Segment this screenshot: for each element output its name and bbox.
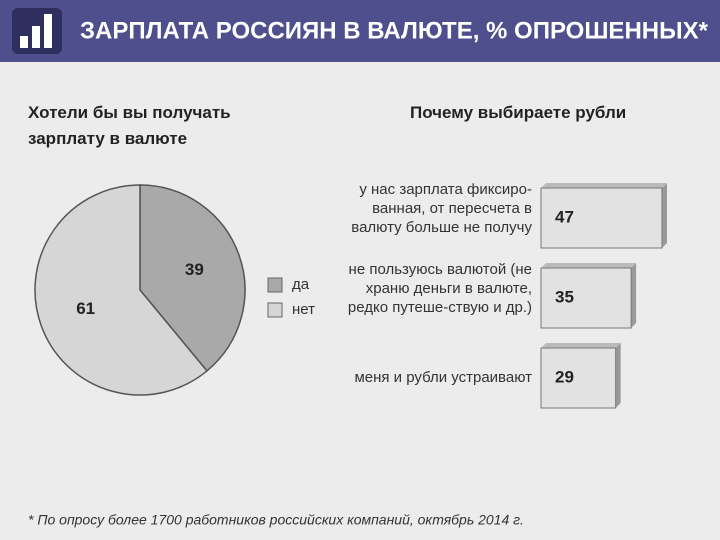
- pie-title: Хотели бы вы получать зарплату в валюте: [28, 103, 231, 148]
- bar-top: [541, 343, 621, 348]
- bar-top: [541, 183, 667, 188]
- pie-slice: [139, 184, 246, 372]
- bar-title: Почему выбираете рубли: [410, 103, 627, 122]
- bar-value-label: 35: [555, 287, 574, 306]
- bar-top: [541, 263, 637, 268]
- pie-slice: [34, 184, 208, 396]
- legend-swatch: [267, 302, 283, 318]
- legend-label: да: [292, 276, 310, 293]
- bar-side: [631, 263, 637, 328]
- bar: [540, 187, 663, 249]
- bar-value-label: 29: [555, 367, 574, 386]
- legend-swatch: [267, 277, 283, 293]
- footnote: * По опросу более 1700 работников россий…: [28, 512, 524, 528]
- bar-category-label: не пользуюсь валютой (не храню деньги в …: [347, 261, 532, 316]
- bar-category-label: у нас зарплата фиксиро-ванная, от пересч…: [351, 181, 532, 236]
- bar-side: [615, 343, 621, 408]
- bar: [540, 347, 617, 409]
- pie-value-label: 39: [185, 260, 204, 279]
- bar-side: [662, 183, 667, 248]
- pie-value-label: 61: [76, 299, 95, 318]
- bar-value-label: 47: [555, 207, 574, 226]
- header-title: ЗАРПЛАТА РОССИЯН В ВАЛЮТЕ, % ОПРОШЕННЫХ*: [80, 17, 709, 44]
- bar-category-label: меня и рубли устраивают: [354, 369, 532, 386]
- bar: [540, 267, 632, 329]
- header-icon: [12, 8, 62, 54]
- legend-label: нет: [292, 301, 315, 318]
- header-band: [0, 0, 720, 62]
